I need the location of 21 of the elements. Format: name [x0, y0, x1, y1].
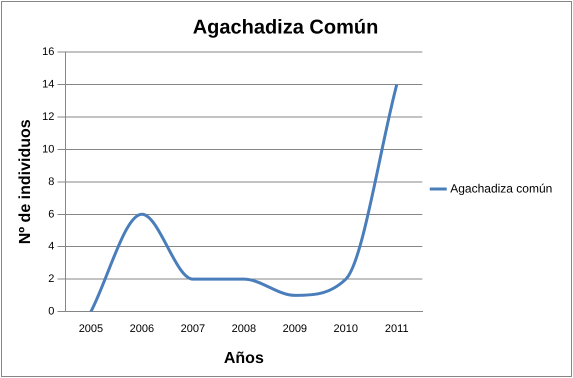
y-tick-label: 14 [42, 78, 54, 90]
y-axis-title: Nº de individuos [17, 119, 34, 244]
x-tick-label: 2005 [78, 323, 104, 336]
chart-title: Agachadiza Común [192, 16, 378, 39]
y-tick-label: 2 [48, 273, 54, 286]
y-tick-label: 6 [48, 208, 54, 220]
line-series [89, 82, 398, 312]
x-axis-title: Años [224, 350, 264, 367]
y-tick-label: 10 [42, 143, 54, 156]
legend-label: Agachadiza común [450, 181, 552, 196]
x-tick-label: 2006 [130, 323, 154, 336]
x-tick-label: 2008 [232, 323, 256, 336]
x-tick-label: 2011 [384, 323, 409, 336]
y-tick-label: 8 [48, 176, 54, 188]
y-tick-label: 4 [48, 240, 54, 253]
y-tick-label: 0 [48, 306, 54, 318]
x-tick-label: 2007 [180, 323, 206, 336]
y-tick-label: 16 [42, 46, 54, 58]
y-tick-label: 12 [42, 110, 54, 123]
x-tick-label: 2010 [334, 323, 358, 336]
x-tick-label: 2009 [282, 323, 308, 336]
